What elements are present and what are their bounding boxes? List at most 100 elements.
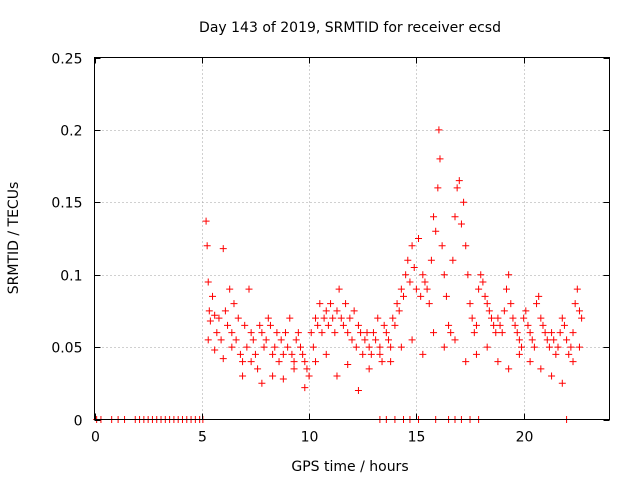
data-point <box>382 329 390 337</box>
data-point <box>320 314 328 322</box>
data-point <box>558 314 566 322</box>
data-point <box>279 375 287 383</box>
y-axis-label: SRMTID / TECUs <box>6 182 22 295</box>
data-point <box>436 155 444 163</box>
data-point <box>518 343 526 351</box>
y-tick-label: 0.05 <box>51 341 82 357</box>
chart-title: Day 143 of 2019, SRMTID for receiver ecs… <box>199 20 501 36</box>
data-point <box>393 300 401 308</box>
data-point <box>206 317 214 325</box>
data-point <box>537 314 545 322</box>
data-point <box>245 285 253 293</box>
data-point <box>211 311 219 319</box>
data-point <box>500 307 508 315</box>
data-point <box>234 314 242 322</box>
y-tick-label: 0.2 <box>60 124 82 140</box>
data-point <box>415 235 423 242</box>
data-point <box>258 379 266 387</box>
data-point <box>567 343 575 351</box>
x-tick-label: 15 <box>408 430 426 446</box>
data-point <box>329 314 337 322</box>
data-point <box>548 372 556 380</box>
data-point <box>361 336 369 344</box>
data-point <box>211 346 219 354</box>
data-point <box>374 314 382 322</box>
data-point <box>472 350 480 358</box>
data-point <box>346 314 354 322</box>
x-tick-label: 10 <box>301 430 319 446</box>
data-point <box>511 321 519 329</box>
data-point <box>352 343 360 351</box>
data-point <box>215 314 223 322</box>
data-point <box>575 307 583 315</box>
data-point <box>408 336 416 344</box>
data-point <box>342 300 350 308</box>
data-point <box>515 336 523 344</box>
data-point <box>400 292 407 300</box>
data-point <box>462 242 470 250</box>
y-tick-label: 0.25 <box>51 52 82 68</box>
data-point <box>232 336 240 344</box>
data-point <box>318 329 326 337</box>
data-point <box>449 256 457 264</box>
data-point <box>277 336 285 344</box>
data-point <box>391 321 399 329</box>
data-marks <box>93 126 586 423</box>
data-point <box>447 329 455 337</box>
data-point <box>410 263 418 271</box>
data-point <box>376 350 384 358</box>
data-point <box>578 314 586 322</box>
data-point <box>485 307 493 315</box>
data-point <box>217 336 225 344</box>
data-point <box>209 292 217 300</box>
data-point <box>408 242 416 250</box>
data-point <box>548 329 556 337</box>
data-point <box>350 307 358 315</box>
data-point <box>279 350 287 358</box>
data-point <box>552 350 560 358</box>
data-point <box>397 343 405 351</box>
axis-ticks: 0 5 10 15 20 0 0.05 0.1 0.15 0.2 0.25 <box>51 52 610 446</box>
data-point <box>359 350 367 358</box>
data-point <box>236 350 244 358</box>
data-point <box>264 314 272 322</box>
data-point <box>271 343 279 351</box>
x-tick-label: 5 <box>198 430 207 446</box>
data-point <box>451 213 459 221</box>
data-point <box>322 307 330 315</box>
data-point <box>554 343 562 351</box>
data-point <box>543 336 551 344</box>
data-point <box>509 314 517 322</box>
data-point <box>445 321 453 329</box>
data-point <box>348 336 356 344</box>
data-point <box>498 329 506 337</box>
data-point <box>290 365 298 373</box>
data-point <box>507 300 515 308</box>
data-point <box>496 321 504 329</box>
data-point <box>286 314 294 322</box>
data-point <box>331 329 339 337</box>
data-point <box>389 314 397 322</box>
y-tick-label: 0.1 <box>60 269 82 285</box>
data-point <box>440 343 448 351</box>
data-point <box>226 285 234 293</box>
data-point <box>260 343 268 351</box>
data-point <box>384 336 392 344</box>
data-point <box>335 285 343 293</box>
data-point <box>228 329 236 337</box>
data-point <box>466 300 474 308</box>
data-point <box>533 300 541 308</box>
data-point <box>275 358 283 366</box>
data-point <box>560 321 568 329</box>
data-point <box>468 314 476 322</box>
data-point <box>288 350 296 358</box>
data-point <box>249 336 257 344</box>
data-point <box>457 220 465 228</box>
data-point <box>247 329 255 337</box>
data-point <box>333 307 341 315</box>
data-point <box>464 271 472 279</box>
data-point <box>434 184 442 192</box>
data-point <box>435 126 443 134</box>
data-point <box>417 292 425 300</box>
data-point <box>481 292 489 300</box>
